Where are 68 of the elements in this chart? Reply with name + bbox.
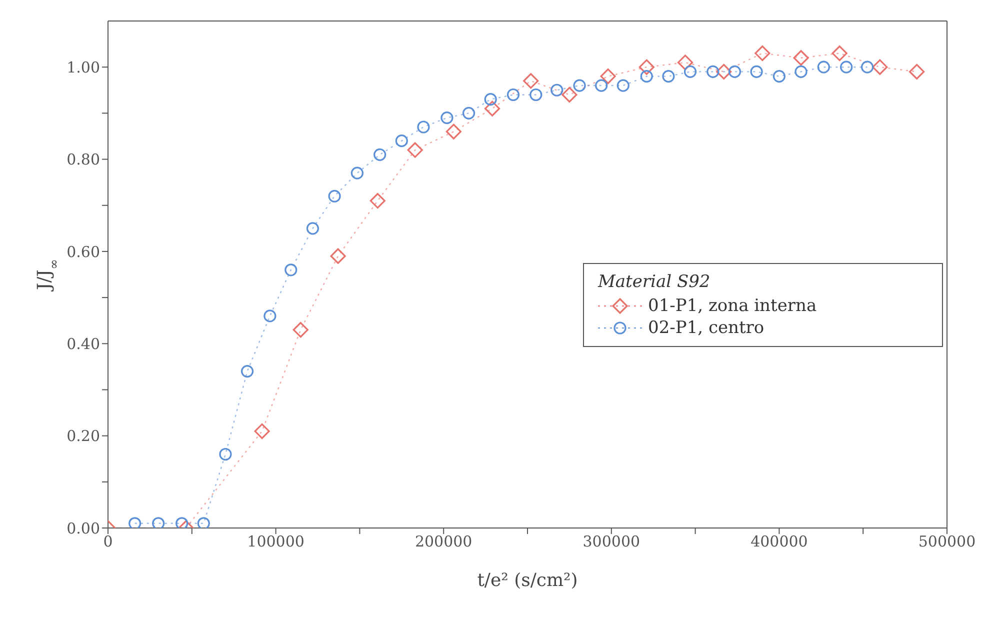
point — [817, 60, 830, 74]
point — [684, 65, 697, 78]
point — [638, 59, 654, 75]
point — [716, 64, 732, 80]
point — [292, 322, 308, 338]
point — [264, 310, 276, 322]
point — [328, 190, 341, 202]
point — [306, 222, 320, 235]
point — [440, 111, 454, 124]
point — [484, 100, 500, 116]
point — [677, 54, 694, 70]
point — [872, 59, 888, 75]
y-tick-label: 0.80 — [66, 150, 100, 169]
y-tick-label: 0.60 — [66, 242, 100, 261]
point — [152, 517, 165, 528]
point — [793, 50, 809, 66]
x-tick-label: 500000 — [918, 532, 976, 551]
point — [616, 79, 630, 92]
point — [832, 45, 848, 62]
y-tick-label: 1.00 — [66, 58, 100, 76]
point — [350, 166, 364, 180]
point — [600, 68, 616, 84]
point — [484, 93, 497, 106]
point — [446, 124, 462, 140]
x-tick-label: 400000 — [750, 532, 808, 551]
x-tick-label: 200000 — [414, 532, 472, 551]
point — [176, 517, 188, 528]
point — [197, 517, 210, 528]
y-tick-label: 0.40 — [66, 334, 100, 353]
x-tick-label: 300000 — [582, 532, 640, 551]
x-tick-label: 0 — [103, 532, 113, 551]
point — [750, 65, 763, 78]
point — [530, 88, 542, 102]
point — [523, 73, 539, 89]
point — [908, 64, 925, 80]
y-tick-label: 0.00 — [66, 519, 100, 538]
point — [754, 45, 770, 62]
x-axis-title: t/e² (s/cm²) — [477, 570, 578, 591]
point — [772, 70, 786, 83]
point — [840, 60, 853, 74]
point — [550, 84, 564, 96]
point — [395, 134, 408, 148]
point — [128, 517, 142, 528]
point — [219, 448, 232, 461]
point — [374, 148, 386, 161]
y-tick-label: 0.20 — [66, 427, 100, 446]
point — [506, 88, 520, 102]
point — [284, 264, 298, 276]
point — [407, 142, 423, 158]
legend-title: Material S92 — [598, 272, 712, 292]
point — [330, 248, 346, 264]
point — [370, 192, 386, 209]
point — [417, 120, 430, 134]
x-tick-label: 100000 — [247, 532, 304, 551]
legend-label: 01-P1, zona interna — [648, 296, 817, 316]
point — [462, 106, 476, 120]
point — [562, 86, 578, 103]
point — [728, 65, 742, 78]
point — [573, 79, 586, 92]
point — [662, 70, 675, 83]
point — [706, 65, 720, 78]
point — [640, 70, 653, 83]
point — [254, 423, 270, 440]
point — [860, 60, 874, 74]
legend-label: 02-P1, centro — [648, 318, 764, 338]
point — [240, 364, 254, 378]
point — [794, 65, 808, 78]
point — [595, 79, 608, 92]
